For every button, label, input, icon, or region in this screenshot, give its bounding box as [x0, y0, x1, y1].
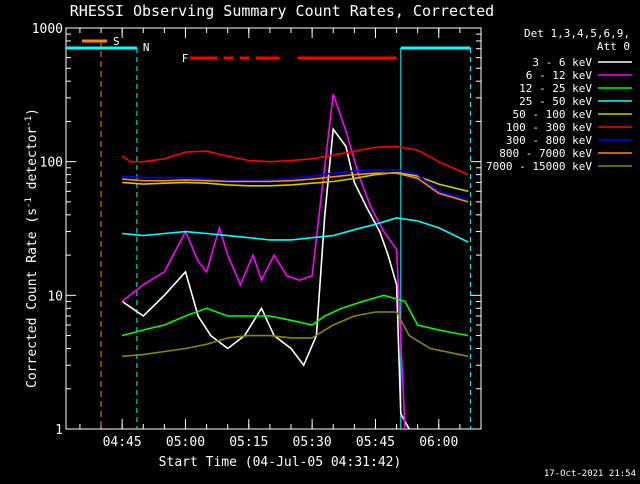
flare-flag-label: F [182, 52, 189, 65]
legend-label-6: 100 - 300 keV [506, 121, 592, 134]
x-tick-label: 05:30 [293, 435, 332, 450]
legend-label-8: 800 - 7000 keV [499, 147, 592, 160]
y-label-mid: detector [25, 127, 40, 198]
series-line-7 [122, 169, 469, 201]
y-axis-label: Corrected Count Rate (s-1 detector-1) [24, 108, 40, 388]
x-tick-label: 06:00 [419, 435, 458, 450]
series-line-6 [121, 145, 469, 176]
y-label-end: ) [25, 108, 40, 116]
y-label-sup-2: -1 [24, 116, 34, 127]
legend-header: Att 0 [597, 40, 630, 53]
axes: 1 10 100 1000 04:45 05:00 05:15 05:30 05:45 06:00 [32, 22, 482, 450]
legend-label-4: 25 - 50 keV [519, 95, 592, 108]
legend-label-1: 3 - 6 keV [532, 56, 592, 69]
x-tick-label: 05:15 [229, 435, 268, 450]
series-line-8 [122, 172, 469, 203]
x-axis-label: Start Time (04-Jul-05 04:31:42) [159, 455, 402, 470]
y-tick-label: 1 [55, 423, 63, 438]
series-line-5 [122, 171, 469, 193]
chart-title: RHESSI Observing Summary Count Rates, Co… [70, 2, 494, 20]
legend-label-3: 12 - 25 keV [519, 82, 592, 95]
flag-markers: S N F [66, 35, 471, 429]
series-line-2 [121, 93, 406, 430]
y-label-sup-1: -1 [24, 197, 34, 208]
x-tick-label: 05:00 [166, 435, 205, 450]
legend-label-2: 6 - 12 keV [526, 69, 593, 82]
series-line-9 [122, 311, 469, 358]
series-line-1 [121, 127, 410, 430]
series-line-4 [122, 216, 469, 243]
legend-label-7: 300 - 800 keV [506, 134, 592, 147]
timestamp: 17-Oct-2021 21:54 [544, 469, 636, 479]
x-tick-label: 04:45 [103, 435, 142, 450]
saa-flag-label: S [113, 35, 120, 48]
series-line-3 [121, 294, 469, 337]
y-tick-label: 100 [40, 156, 63, 171]
night-flag-label: N [143, 41, 150, 54]
y-tick-label: 10 [47, 289, 63, 304]
y-label-main: Corrected Count Rate (s [25, 208, 40, 388]
series-group [121, 93, 469, 430]
plot-frame [65, 27, 482, 430]
x-tick-label: 05:45 [356, 435, 395, 450]
legend-label-5: 50 - 100 keV [513, 108, 593, 121]
legend-label-9: 7000 - 15000 keV [486, 160, 592, 173]
legend-header: Det 1,3,4,5,6,9, [524, 27, 630, 40]
y-tick-label: 1000 [32, 22, 63, 37]
